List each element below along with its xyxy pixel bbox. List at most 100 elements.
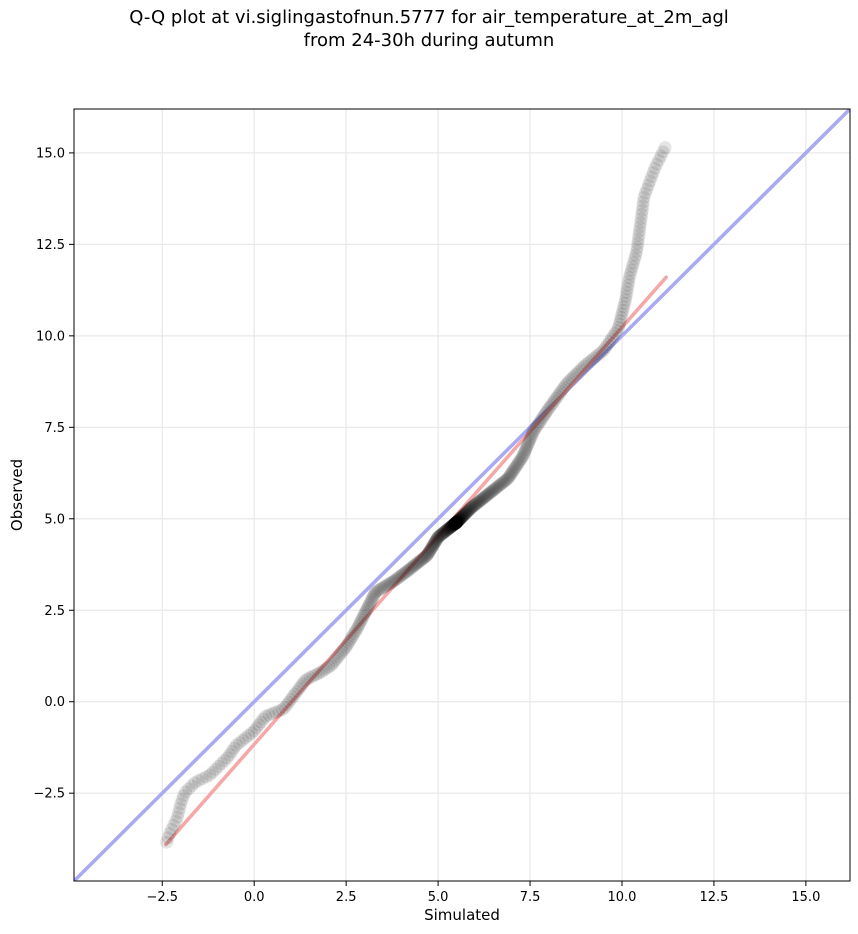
- quantile-point: [463, 502, 477, 516]
- quantile-point: [510, 458, 524, 472]
- quantile-point: [404, 561, 418, 575]
- quantile-point: [209, 762, 223, 776]
- quantile-point: [460, 505, 474, 519]
- quantile-point: [265, 707, 279, 721]
- quantile-point: [169, 814, 183, 828]
- quantile-point: [498, 474, 512, 488]
- quantile-point: [375, 581, 389, 595]
- quantile-point: [641, 178, 655, 192]
- quantile-point: [446, 518, 460, 532]
- quantile-point: [462, 503, 476, 517]
- quantile-point: [476, 491, 490, 505]
- chart-title-line-1: Q-Q plot at vi.siglingastofnun.5777 for …: [129, 7, 729, 28]
- quantile-point: [613, 314, 627, 328]
- quantile-point: [326, 656, 340, 670]
- quantile-point: [488, 482, 502, 496]
- quantile-point: [455, 510, 469, 524]
- quantile-point: [459, 506, 473, 520]
- quantile-point: [617, 300, 631, 314]
- quantile-point: [443, 520, 457, 534]
- x-axis-label: Simulated: [424, 906, 500, 924]
- quantile-point: [337, 643, 351, 657]
- quantile-point: [400, 564, 414, 578]
- quantile-point: [290, 684, 304, 698]
- quantile-point: [449, 516, 463, 530]
- quantile-point: [317, 663, 331, 677]
- quantile-point: [496, 476, 510, 490]
- quantile-point: [445, 519, 459, 533]
- quantile-point: [426, 539, 440, 553]
- quantile-point: [394, 569, 408, 583]
- quantile-point: [447, 517, 461, 531]
- quantile-point: [373, 582, 387, 596]
- quantile-point: [612, 317, 626, 331]
- quantile-point: [322, 660, 336, 674]
- quantile-point: [551, 389, 565, 403]
- quantile-point: [275, 703, 289, 717]
- quantile-point: [440, 523, 454, 537]
- quantile-point: [206, 765, 220, 779]
- quantile-point: [508, 461, 522, 475]
- quantile-point: [443, 521, 457, 535]
- quantile-point: [519, 443, 533, 457]
- quantile-point: [437, 525, 451, 539]
- quantile-point: [623, 267, 637, 281]
- quantile-point: [453, 512, 467, 526]
- quantile-point: [191, 774, 205, 788]
- quantile-point: [509, 460, 523, 474]
- quantile-point: [552, 387, 566, 401]
- x-tick-label: 15.0: [791, 890, 820, 905]
- quantile-point: [179, 785, 193, 799]
- quantile-point: [557, 380, 571, 394]
- quantile-point: [447, 518, 461, 532]
- quantile-point: [485, 484, 499, 498]
- quantile-point: [440, 523, 454, 537]
- quantile-point: [601, 338, 615, 352]
- quantile-point: [501, 472, 515, 486]
- quantile-point: [654, 149, 668, 163]
- quantile-point: [434, 527, 448, 541]
- quantile-point: [294, 679, 308, 693]
- quantile-point: [622, 271, 636, 285]
- quantile-point: [225, 744, 239, 758]
- quantile-point: [319, 662, 333, 676]
- quantile-point: [182, 782, 196, 796]
- chart-title-line-2: from 24-30h during autumn: [303, 30, 555, 51]
- quantile-point: [324, 658, 338, 672]
- quantile-point: [580, 357, 594, 371]
- quantile-point: [175, 793, 189, 807]
- quantile-point: [449, 516, 463, 530]
- quantile-point: [619, 289, 633, 303]
- quantile-point: [250, 721, 264, 735]
- quantile-point: [450, 515, 464, 529]
- quantile-point: [393, 570, 407, 584]
- quantile-point: [424, 541, 438, 555]
- quantile-point: [489, 481, 503, 495]
- quantile-point: [449, 516, 463, 530]
- quantile-point: [298, 674, 312, 688]
- quantile-point: [353, 615, 367, 629]
- quantile-point: [512, 455, 526, 469]
- quantile-point: [491, 479, 505, 493]
- quantile-point: [493, 478, 507, 492]
- quantile-point: [449, 516, 463, 530]
- quantile-point: [280, 698, 294, 712]
- quantile-point: [546, 396, 560, 410]
- quantile-point: [465, 500, 479, 514]
- quantile-point: [342, 636, 356, 650]
- quantile-point: [627, 256, 641, 270]
- quantile-point: [604, 332, 618, 346]
- quantile-point: [565, 372, 579, 386]
- quantile-point: [244, 726, 258, 740]
- quantile-point: [170, 810, 184, 824]
- quantile-point: [620, 282, 634, 296]
- quantile-point: [636, 195, 650, 209]
- quantile-point: [428, 534, 442, 548]
- quantile-point: [455, 510, 469, 524]
- quantile-point: [446, 518, 460, 532]
- quantile-point: [506, 464, 520, 478]
- quantile-point: [437, 526, 451, 540]
- quantile-points: [160, 141, 672, 849]
- quantile-point: [652, 153, 666, 167]
- quantile-point: [358, 607, 372, 621]
